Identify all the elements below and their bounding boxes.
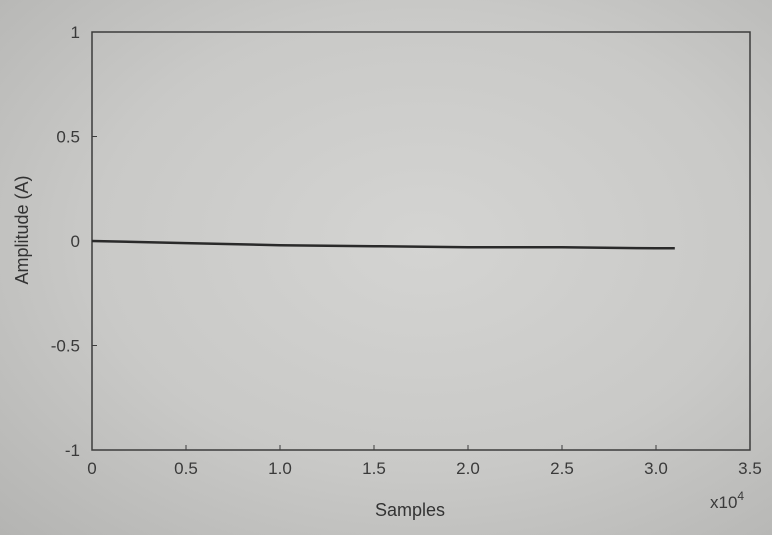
x-multiplier-label: x104 [710, 489, 744, 512]
x-multiplier-exponent: 4 [737, 489, 744, 503]
y-axis-ticks: 1 0.5 0 -0.5 -1 [51, 23, 97, 460]
y-tick-label: -1 [65, 441, 80, 460]
x-tick-label: 3.0 [644, 459, 668, 478]
y-axis-title: Amplitude (A) [12, 175, 32, 284]
y-tick-label: -0.5 [51, 337, 80, 356]
x-tick-label: 1.0 [268, 459, 292, 478]
x-multiplier-base: x10 [710, 493, 737, 512]
y-tick-label: 0.5 [56, 128, 80, 147]
x-tick-label: 1.5 [362, 459, 386, 478]
x-axis-title: Samples [375, 500, 445, 520]
series-line [91, 239, 675, 250]
plot-area [91, 31, 751, 451]
y-tick-label: 0 [71, 232, 80, 251]
x-tick-label: 0.5 [174, 459, 198, 478]
y-tick-label: 1 [71, 23, 80, 42]
x-tick-label: 3.5 [738, 459, 762, 478]
x-tick-label: 0 [87, 459, 96, 478]
x-tick-label: 2.5 [550, 459, 574, 478]
x-axis-ticks: 0 0.5 1.0 1.5 2.0 2.5 3.0 3.5 [87, 445, 762, 478]
x-tick-label: 2.0 [456, 459, 480, 478]
series-layer [91, 239, 675, 250]
